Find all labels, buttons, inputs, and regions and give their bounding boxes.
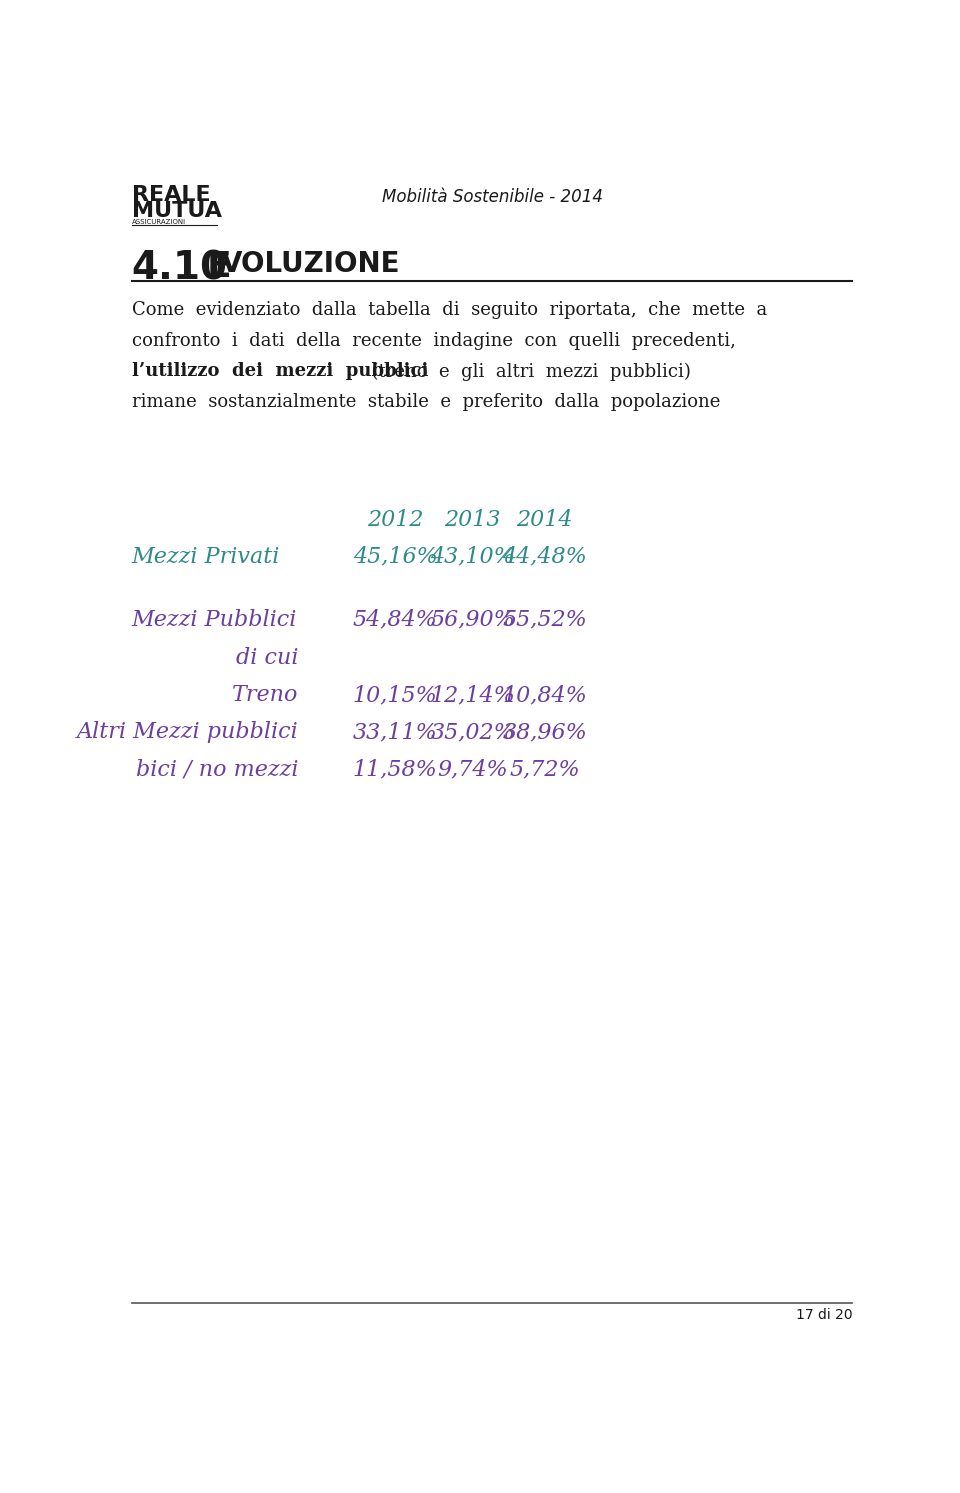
Text: ASSICURAZIONI: ASSICURAZIONI xyxy=(132,219,185,225)
Text: 4.10: 4.10 xyxy=(132,249,228,288)
Text: 10,15%: 10,15% xyxy=(352,684,438,706)
Text: 45,16%: 45,16% xyxy=(352,545,438,567)
Text: Mobilità Sostenibile - 2014: Mobilità Sostenibile - 2014 xyxy=(381,188,603,206)
Text: 17 di 20: 17 di 20 xyxy=(796,1308,852,1321)
Text: 54,84%: 54,84% xyxy=(352,609,438,632)
Text: 11,58%: 11,58% xyxy=(352,758,438,781)
Text: 10,84%: 10,84% xyxy=(502,684,588,706)
Text: VOLUZIONE: VOLUZIONE xyxy=(221,249,400,278)
Text: 2012: 2012 xyxy=(367,509,423,530)
Text: bici / no mezzi: bici / no mezzi xyxy=(135,758,299,781)
Text: 55,52%: 55,52% xyxy=(502,609,588,632)
Text: 2013: 2013 xyxy=(444,509,501,530)
Text: 38,96%: 38,96% xyxy=(502,721,588,744)
Text: l’utilizzo  dei  mezzi  pubblici: l’utilizzo dei mezzi pubblici xyxy=(132,363,428,381)
Text: (treno  e  gli  altri  mezzi  pubblici): (treno e gli altri mezzi pubblici) xyxy=(360,363,691,381)
Text: 5,72%: 5,72% xyxy=(510,758,580,781)
Text: Mezzi Privati: Mezzi Privati xyxy=(132,545,280,567)
Text: 2014: 2014 xyxy=(516,509,573,530)
Text: REALE: REALE xyxy=(132,185,210,206)
Text: 12,14%: 12,14% xyxy=(430,684,515,706)
Text: confronto  i  dati  della  recente  indagine  con  quelli  precedenti,: confronto i dati della recente indagine … xyxy=(132,331,735,349)
Text: Mezzi Pubblici: Mezzi Pubblici xyxy=(132,609,297,632)
Text: 43,10%: 43,10% xyxy=(430,545,515,567)
Text: E: E xyxy=(206,249,231,284)
Text: Come  evidenziato  dalla  tabella  di  seguito  riportata,  che  mette  a: Come evidenziato dalla tabella di seguit… xyxy=(132,300,767,320)
Text: di cui: di cui xyxy=(236,648,299,669)
Text: MUTUA: MUTUA xyxy=(132,200,222,221)
Text: 9,74%: 9,74% xyxy=(438,758,508,781)
Text: 56,90%: 56,90% xyxy=(430,609,515,632)
Text: 44,48%: 44,48% xyxy=(502,545,588,567)
Text: rimane  sostanzialmente  stabile  e  preferito  dalla  popolazione: rimane sostanzialmente stabile e preferi… xyxy=(132,393,720,411)
Text: 33,11%: 33,11% xyxy=(352,721,438,744)
Text: Altri Mezzi pubblici: Altri Mezzi pubblici xyxy=(77,721,299,744)
Text: Treno: Treno xyxy=(232,684,299,706)
Text: 35,02%: 35,02% xyxy=(430,721,515,744)
